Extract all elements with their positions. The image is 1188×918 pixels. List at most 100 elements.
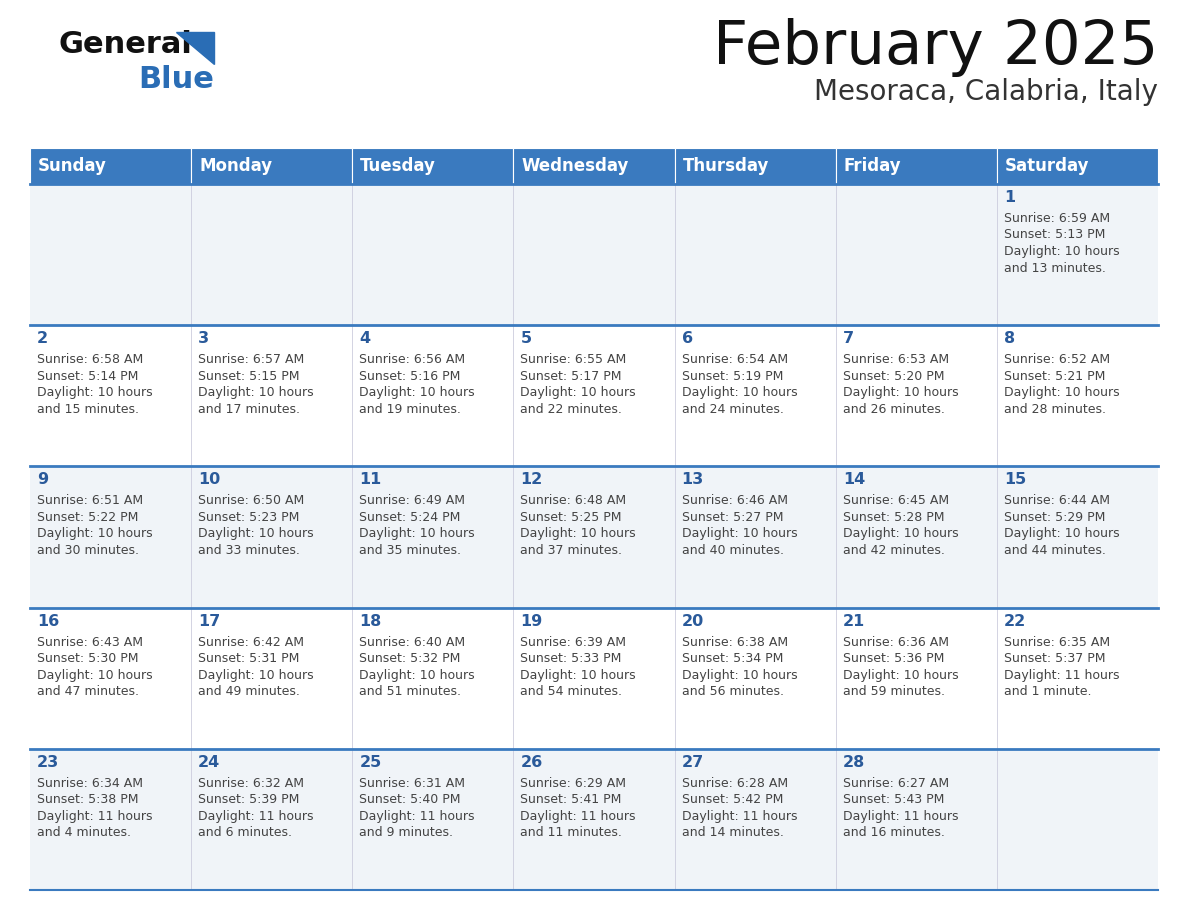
Text: Daylight: 10 hours: Daylight: 10 hours [198, 668, 314, 681]
Text: Blue: Blue [138, 65, 214, 94]
Bar [30, 184, 191, 325]
Text: Sunrise: 6:38 AM: Sunrise: 6:38 AM [682, 635, 788, 649]
Bar [353, 148, 513, 184]
Bar [30, 148, 191, 184]
Text: and 47 minutes.: and 47 minutes. [37, 685, 139, 698]
Text: Sunset: 5:30 PM: Sunset: 5:30 PM [37, 652, 139, 666]
Bar [997, 325, 1158, 466]
Text: Sunset: 5:31 PM: Sunset: 5:31 PM [198, 652, 299, 666]
Text: 1: 1 [1004, 190, 1015, 205]
Text: and 4 minutes.: and 4 minutes. [37, 826, 131, 839]
Text: 21: 21 [842, 613, 865, 629]
Text: Daylight: 10 hours: Daylight: 10 hours [359, 668, 475, 681]
Bar [675, 466, 835, 608]
Bar [997, 148, 1158, 184]
Text: 18: 18 [359, 613, 381, 629]
Bar [513, 184, 675, 325]
Text: and 1 minute.: and 1 minute. [1004, 685, 1092, 698]
Text: Daylight: 10 hours: Daylight: 10 hours [520, 528, 636, 541]
Text: and 24 minutes.: and 24 minutes. [682, 403, 783, 416]
Text: 15: 15 [1004, 473, 1026, 487]
Text: and 11 minutes.: and 11 minutes. [520, 826, 623, 839]
Text: Sunrise: 6:31 AM: Sunrise: 6:31 AM [359, 777, 466, 789]
Text: and 28 minutes.: and 28 minutes. [1004, 403, 1106, 416]
Text: Sunrise: 6:44 AM: Sunrise: 6:44 AM [1004, 495, 1110, 508]
Text: Sunrise: 6:39 AM: Sunrise: 6:39 AM [520, 635, 626, 649]
Text: Sunrise: 6:54 AM: Sunrise: 6:54 AM [682, 353, 788, 366]
Bar [30, 608, 191, 749]
Text: Mesoraca, Calabria, Italy: Mesoraca, Calabria, Italy [814, 78, 1158, 106]
Bar [191, 749, 353, 890]
Text: Sunset: 5:16 PM: Sunset: 5:16 PM [359, 370, 461, 383]
Text: 3: 3 [198, 331, 209, 346]
Text: Sunset: 5:27 PM: Sunset: 5:27 PM [682, 511, 783, 524]
Text: 27: 27 [682, 755, 703, 770]
Text: Sunset: 5:34 PM: Sunset: 5:34 PM [682, 652, 783, 666]
Text: Daylight: 10 hours: Daylight: 10 hours [359, 386, 475, 399]
Bar [997, 184, 1158, 325]
Text: Saturday: Saturday [1005, 157, 1089, 175]
Text: and 16 minutes.: and 16 minutes. [842, 826, 944, 839]
Bar [191, 325, 353, 466]
Text: Daylight: 10 hours: Daylight: 10 hours [682, 528, 797, 541]
Text: Sunrise: 6:57 AM: Sunrise: 6:57 AM [198, 353, 304, 366]
Text: 8: 8 [1004, 331, 1015, 346]
Text: Sunrise: 6:29 AM: Sunrise: 6:29 AM [520, 777, 626, 789]
Bar [835, 466, 997, 608]
Text: 5: 5 [520, 331, 531, 346]
Text: Daylight: 10 hours: Daylight: 10 hours [37, 528, 152, 541]
Text: Sunset: 5:43 PM: Sunset: 5:43 PM [842, 793, 944, 806]
Text: Sunrise: 6:42 AM: Sunrise: 6:42 AM [198, 635, 304, 649]
Text: 7: 7 [842, 331, 854, 346]
Text: and 49 minutes.: and 49 minutes. [198, 685, 301, 698]
Text: Daylight: 10 hours: Daylight: 10 hours [37, 386, 152, 399]
Bar [675, 608, 835, 749]
Text: Sunrise: 6:32 AM: Sunrise: 6:32 AM [198, 777, 304, 789]
Text: Sunset: 5:19 PM: Sunset: 5:19 PM [682, 370, 783, 383]
Text: Sunrise: 6:35 AM: Sunrise: 6:35 AM [1004, 635, 1110, 649]
Bar [191, 608, 353, 749]
Text: Sunset: 5:25 PM: Sunset: 5:25 PM [520, 511, 623, 524]
Text: Daylight: 10 hours: Daylight: 10 hours [1004, 386, 1119, 399]
Text: and 26 minutes.: and 26 minutes. [842, 403, 944, 416]
Text: Sunrise: 6:46 AM: Sunrise: 6:46 AM [682, 495, 788, 508]
Text: Sunrise: 6:59 AM: Sunrise: 6:59 AM [1004, 212, 1110, 225]
Text: and 30 minutes.: and 30 minutes. [37, 543, 139, 557]
Text: and 37 minutes.: and 37 minutes. [520, 543, 623, 557]
Text: Daylight: 10 hours: Daylight: 10 hours [359, 528, 475, 541]
Text: 11: 11 [359, 473, 381, 487]
Text: and 40 minutes.: and 40 minutes. [682, 543, 784, 557]
Text: and 33 minutes.: and 33 minutes. [198, 543, 301, 557]
Text: Daylight: 11 hours: Daylight: 11 hours [37, 810, 152, 823]
Bar [353, 466, 513, 608]
Text: Sunrise: 6:55 AM: Sunrise: 6:55 AM [520, 353, 627, 366]
Bar [997, 608, 1158, 749]
Text: Sunset: 5:37 PM: Sunset: 5:37 PM [1004, 652, 1105, 666]
Bar [191, 148, 353, 184]
Text: and 59 minutes.: and 59 minutes. [842, 685, 944, 698]
Text: Daylight: 10 hours: Daylight: 10 hours [520, 668, 636, 681]
Bar [835, 608, 997, 749]
Text: and 51 minutes.: and 51 minutes. [359, 685, 461, 698]
Text: Sunday: Sunday [38, 157, 107, 175]
Text: Sunrise: 6:53 AM: Sunrise: 6:53 AM [842, 353, 949, 366]
Bar [835, 184, 997, 325]
Text: 16: 16 [37, 613, 59, 629]
Bar [513, 325, 675, 466]
Bar [997, 749, 1158, 890]
Text: Sunset: 5:15 PM: Sunset: 5:15 PM [198, 370, 299, 383]
Text: Daylight: 11 hours: Daylight: 11 hours [842, 810, 959, 823]
Text: Sunrise: 6:28 AM: Sunrise: 6:28 AM [682, 777, 788, 789]
Bar [675, 148, 835, 184]
Bar [191, 466, 353, 608]
Text: Sunrise: 6:51 AM: Sunrise: 6:51 AM [37, 495, 143, 508]
Text: Daylight: 11 hours: Daylight: 11 hours [682, 810, 797, 823]
Text: Sunrise: 6:36 AM: Sunrise: 6:36 AM [842, 635, 949, 649]
Text: Sunset: 5:14 PM: Sunset: 5:14 PM [37, 370, 138, 383]
Text: 25: 25 [359, 755, 381, 770]
Bar [675, 184, 835, 325]
Text: and 56 minutes.: and 56 minutes. [682, 685, 784, 698]
Text: Sunset: 5:24 PM: Sunset: 5:24 PM [359, 511, 461, 524]
Bar [835, 325, 997, 466]
Text: Sunrise: 6:49 AM: Sunrise: 6:49 AM [359, 495, 466, 508]
